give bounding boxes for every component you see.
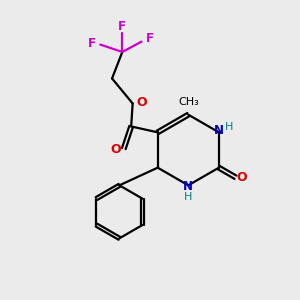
Text: F: F — [118, 20, 126, 33]
Text: O: O — [136, 96, 147, 110]
Text: F: F — [146, 32, 154, 45]
Text: H: H — [225, 122, 233, 132]
Text: F: F — [88, 37, 96, 50]
Text: O: O — [110, 143, 121, 157]
Text: H: H — [184, 191, 193, 202]
Text: CH₃: CH₃ — [178, 97, 199, 107]
Text: O: O — [237, 171, 247, 184]
Text: N: N — [183, 180, 193, 193]
Text: N: N — [214, 124, 224, 137]
